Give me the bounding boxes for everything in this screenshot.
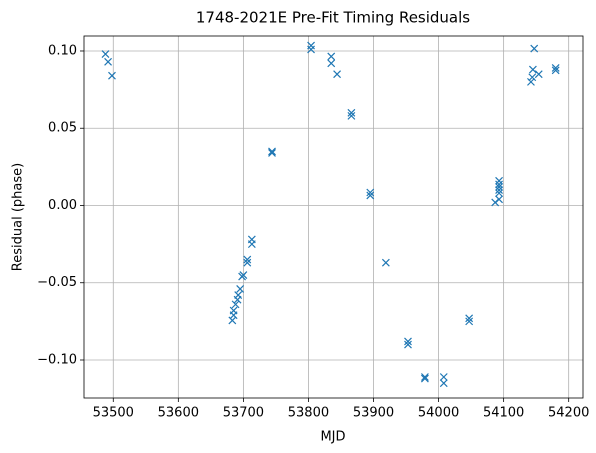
marker [228,316,237,325]
marker [307,45,315,54]
x-tick-label: 54200 [548,406,589,421]
marker [551,64,560,72]
marker [347,108,356,117]
marker [495,183,503,191]
x-tick-label: 53700 [223,406,264,421]
marker [528,73,537,82]
marker [243,258,252,267]
marker [104,57,112,66]
marker [527,77,535,86]
x-tick-label: 53800 [288,406,329,421]
marker [404,337,412,346]
marker [465,317,474,326]
marker [551,66,560,75]
x-tick-label: 53900 [353,406,394,421]
x-tick-label: 54100 [483,406,524,421]
x-tick-label: 54000 [418,406,459,421]
chart-title: 1748-2021E Pre-Fit Timing Residuals [196,9,470,27]
marker [366,188,375,197]
marker [366,191,375,200]
marker [495,176,503,185]
marker [268,149,276,157]
marker [231,300,240,309]
marker [495,180,503,189]
plot-frame [83,35,584,399]
marker [420,374,429,383]
marker [327,59,336,68]
y-axis-label: Residual (phase) [11,163,26,271]
marker [528,65,537,74]
marker [495,189,503,198]
x-tick-label: 53500 [93,406,134,421]
marker [404,340,412,349]
y-tick-label: −0.10 [37,352,77,367]
y-tick-label: 0.05 [48,121,77,136]
marker [534,70,543,79]
marker [465,314,474,323]
marker [495,195,503,204]
marker [108,71,116,80]
marker [234,291,243,300]
marker [101,50,110,59]
marker [236,284,245,293]
marker [243,255,252,264]
marker [327,52,336,61]
marker [333,70,342,79]
x-axis-label: MJD [320,430,345,445]
marker [347,111,356,120]
y-tick-label: −0.05 [37,275,77,290]
marker [268,147,276,156]
y-tick-label: 0.10 [48,43,77,58]
marker [247,235,256,244]
marker [439,373,448,381]
marker [420,373,429,381]
y-tick-label: 0.00 [48,198,77,213]
marker [495,186,503,194]
marker [239,271,248,279]
x-tick-label: 53600 [158,406,199,421]
marker [530,44,539,53]
marker [381,258,390,267]
marker [229,306,238,315]
marker [439,379,448,388]
